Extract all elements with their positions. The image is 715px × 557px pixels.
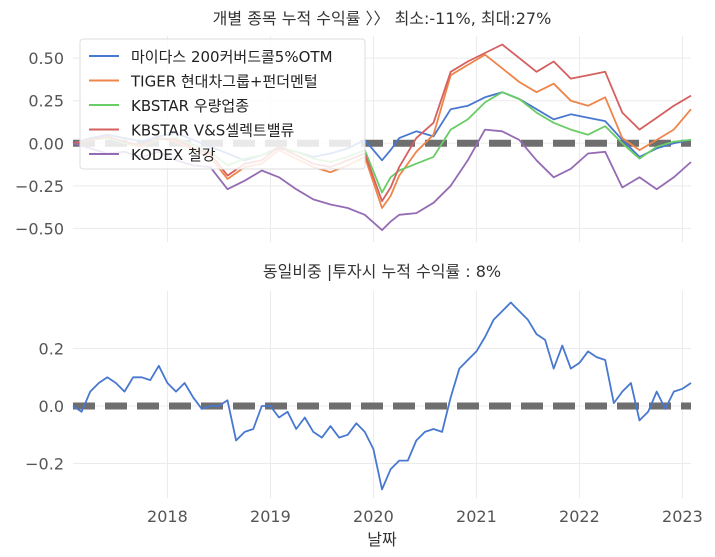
- y-tick-label: −0.2: [25, 455, 64, 474]
- legend-label: KODEX 철강: [131, 146, 216, 164]
- x-axis-label: 날짜: [367, 530, 397, 549]
- x-tick-label: 2022: [559, 507, 600, 526]
- legend-label: 마이다스 200커버드콜5%OTM: [131, 48, 333, 66]
- y-tick-label: 0.25: [28, 92, 64, 111]
- top-y-tick-labels: −0.50 −0.25 0.00 0.25 0.50: [15, 49, 64, 238]
- series-line-1: [72, 301, 692, 491]
- y-tick-label: −0.25: [15, 177, 64, 196]
- legend-frame: [79, 38, 366, 170]
- top-chart-title: 개별 종목 누적 수익률 〉〉 최소:-11%, 최대:27%: [213, 9, 552, 28]
- y-tick-label: 0.0: [39, 397, 64, 416]
- bottom-chart-panel: −0.2 0.0 0.2 2018 2019 2020 2021 2022 2023 동일비중…: [25, 262, 703, 549]
- bottom-y-tick-labels: −0.2 0.0 0.2: [25, 340, 64, 474]
- bottom-chart-title: 동일비중 |투자시 누적 수익률 : 8%: [263, 262, 501, 281]
- bottom-x-tick-labels: 2018 2019 2020 2021 2022 2023: [147, 507, 703, 526]
- y-tick-label: 0.00: [28, 134, 64, 153]
- x-tick-label: 2019: [250, 507, 291, 526]
- x-tick-label: 2023: [662, 507, 703, 526]
- y-tick-label: −0.50: [15, 219, 64, 238]
- legend-label: KBSTAR 우량업종: [131, 97, 249, 115]
- y-tick-label: 0.50: [28, 49, 64, 68]
- x-tick-label: 2021: [456, 507, 497, 526]
- bottom-plot-area: [73, 291, 691, 498]
- top-legend: 마이다스 200커버드콜5%OTM TIGER 현대차그룹+펀더멘털 KBSTAR …: [79, 38, 366, 170]
- x-tick-label: 2020: [353, 507, 394, 526]
- y-tick-label: 0.2: [39, 340, 64, 359]
- x-tick-label: 2018: [147, 507, 188, 526]
- legend-label: KBSTAR V&S셀렉트밸류: [131, 122, 295, 140]
- bottom-gridlines: [73, 291, 691, 498]
- top-chart-panel: −0.50 −0.25 0.00 0.25 0.50 개별 종목 누적 수익률 〉〉 최…: [15, 9, 692, 242]
- bottom-series-lines: [72, 301, 692, 491]
- legend-label: TIGER 현대차그룹+펀더멘털: [130, 73, 318, 91]
